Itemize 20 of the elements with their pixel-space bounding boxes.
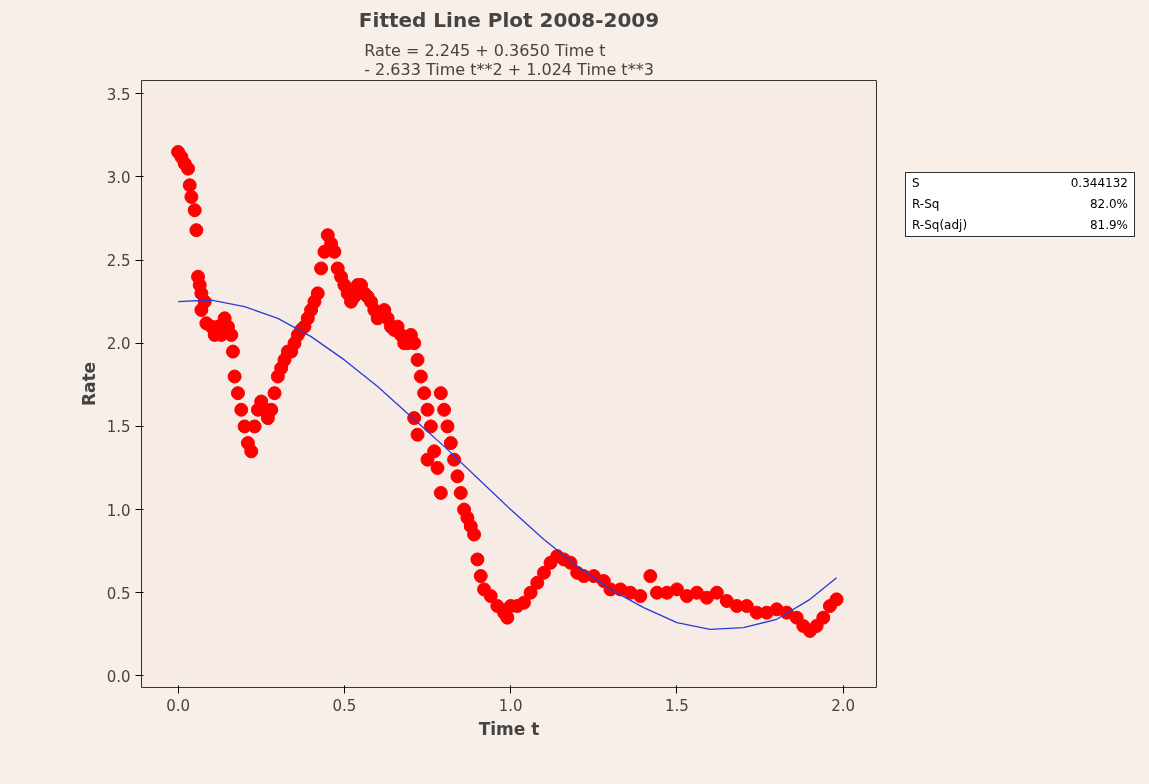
y-tick-label: 2.5: [106, 252, 131, 271]
x-axis-title: Time t: [478, 718, 540, 739]
y-axis-title: Rate: [78, 361, 99, 407]
y-tick-label: 0.5: [106, 584, 131, 603]
y-tick-label: 3.0: [106, 168, 131, 187]
y-tick-label: 2.0: [106, 335, 131, 354]
x-tick-label: 1.0: [498, 696, 523, 715]
y-tick-label: 0.0: [106, 667, 131, 686]
x-tick-label: 1.5: [665, 696, 689, 715]
text: R-Sq 82.0%: [912, 197, 1128, 212]
x-tick-label: 0.0: [166, 696, 191, 715]
x-tick-label: 2.0: [831, 696, 856, 715]
text: S 0.344132: [912, 176, 1128, 190]
chart-subtitle: Rate = 2.245 + 0.3650 Time t - 2.633 Time t**2 + 1.024 Time t**3: [364, 40, 654, 79]
y-tick-label: 3.5: [106, 85, 131, 104]
y-tick-label: 1.0: [106, 501, 131, 520]
text: R-Sq(adj) 81.9%: [912, 218, 1128, 233]
y-tick-label: 1.5: [106, 418, 131, 437]
x-tick-label: 0.5: [332, 696, 357, 715]
chart-title: Fitted Line Plot 2008-2009: [358, 7, 660, 32]
